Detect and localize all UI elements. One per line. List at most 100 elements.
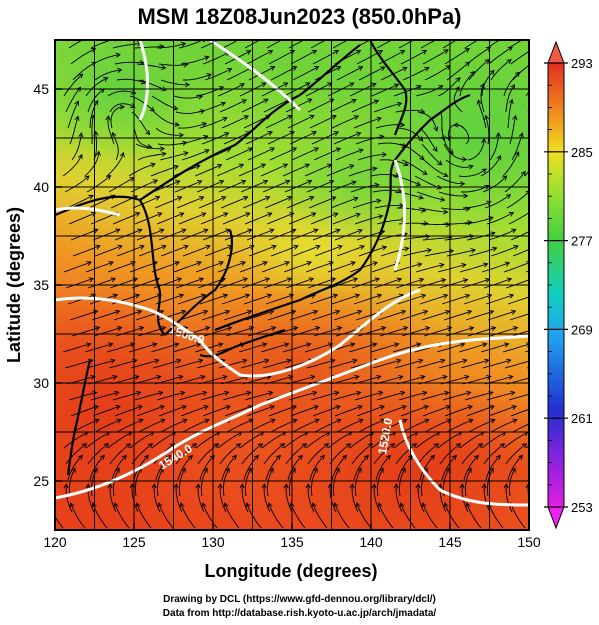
streamline — [245, 468, 252, 497]
streamline-arrow — [195, 483, 201, 489]
streamline — [116, 245, 145, 257]
streamline-arrow — [196, 261, 202, 266]
streamline-arrow — [286, 358, 292, 364]
streamline-arrow — [402, 66, 408, 72]
streamline — [268, 50, 295, 65]
temperature-field — [55, 40, 529, 530]
streamline-arrow — [279, 443, 286, 449]
streamline — [377, 142, 407, 148]
streamline-arrow — [282, 163, 289, 169]
streamline-arrow — [359, 244, 365, 250]
streamline-arrow — [90, 211, 97, 217]
streamline — [329, 278, 358, 289]
streamline — [488, 46, 513, 65]
streamline — [223, 468, 230, 497]
streamline — [532, 119, 546, 144]
streamline-arrow — [334, 309, 341, 315]
streamline-arrow — [204, 149, 210, 154]
streamline — [91, 468, 98, 497]
streamline-arrow — [249, 244, 255, 250]
streamline-arrow — [175, 180, 181, 185]
streamline — [248, 419, 276, 433]
streamline-arrow — [238, 163, 245, 169]
streamline-arrow — [218, 179, 225, 185]
streamline — [197, 484, 205, 513]
streamline-arrow — [336, 418, 342, 424]
streamline-arrow — [209, 454, 215, 460]
streamline-arrow — [421, 502, 427, 508]
streamline-arrow — [160, 418, 166, 424]
streamline-arrow — [540, 103, 544, 108]
streamline — [114, 502, 130, 529]
streamline-arrow — [275, 454, 281, 460]
streamline — [311, 310, 340, 321]
streamline — [331, 115, 359, 129]
streamline — [91, 310, 120, 321]
streamline-arrow — [138, 326, 145, 332]
streamline — [65, 87, 81, 113]
streamline — [395, 278, 424, 289]
streamline — [488, 228, 516, 241]
streamline — [113, 310, 142, 321]
streamline-arrow — [530, 375, 534, 379]
streamline-arrow — [311, 49, 318, 55]
streamline-arrow — [508, 374, 514, 380]
streamline-arrow — [218, 261, 224, 266]
streamline — [397, 294, 426, 305]
streamline-arrow — [291, 404, 297, 410]
streamline-arrow — [94, 418, 100, 424]
streamline — [226, 419, 254, 433]
streamline — [241, 278, 270, 289]
streamline — [288, 40, 305, 49]
streamline — [224, 229, 252, 241]
streamline-arrow — [110, 277, 117, 283]
streamline — [466, 232, 495, 241]
colorbar: 293 285 277 269 261 253 — [544, 40, 593, 530]
streamline — [199, 455, 215, 481]
streamline — [477, 100, 487, 129]
streamline-arrow — [161, 244, 167, 250]
streamline-arrow — [476, 99, 482, 105]
streamline-arrow — [173, 164, 179, 170]
streamline-arrow — [416, 342, 422, 348]
streamline — [132, 196, 160, 209]
streamline — [89, 100, 99, 129]
streamline — [424, 65, 451, 81]
streamline-arrow — [437, 160, 443, 166]
streamline-arrow — [462, 358, 468, 364]
streamline-arrow — [464, 374, 470, 380]
streamline-arrow — [309, 196, 315, 201]
streamline-arrow — [119, 151, 125, 158]
streamline-arrow — [411, 443, 418, 449]
streamline-arrow — [225, 467, 230, 473]
streamline — [222, 212, 250, 225]
streamline-arrow — [470, 248, 476, 254]
streamline — [204, 68, 232, 81]
streamline — [222, 40, 240, 49]
streamline — [332, 213, 361, 225]
streamline — [267, 310, 296, 321]
streamline — [202, 51, 230, 65]
streamline-arrow — [201, 212, 207, 218]
streamline-arrow — [543, 172, 547, 176]
streamline — [421, 310, 450, 321]
streamline-arrow — [78, 132, 84, 138]
streamline-arrow — [112, 374, 118, 380]
streamline — [487, 310, 516, 321]
streamline-arrow — [461, 156, 468, 163]
streamline-arrow — [243, 115, 250, 120]
streamline — [486, 212, 514, 225]
streamline-arrow — [183, 151, 189, 157]
height-contours — [55, 40, 529, 507]
streamline-arrow — [400, 390, 406, 396]
streamline — [510, 231, 529, 241]
streamline-arrow — [174, 121, 181, 128]
streamline-arrow — [224, 390, 230, 396]
streamline-arrow — [198, 277, 205, 283]
streamline-arrow — [534, 419, 539, 423]
streamline-arrow — [113, 502, 119, 508]
streamline-arrow — [292, 418, 298, 424]
streamline — [480, 83, 485, 113]
streamline-arrow — [261, 483, 267, 489]
streamline — [444, 502, 460, 529]
